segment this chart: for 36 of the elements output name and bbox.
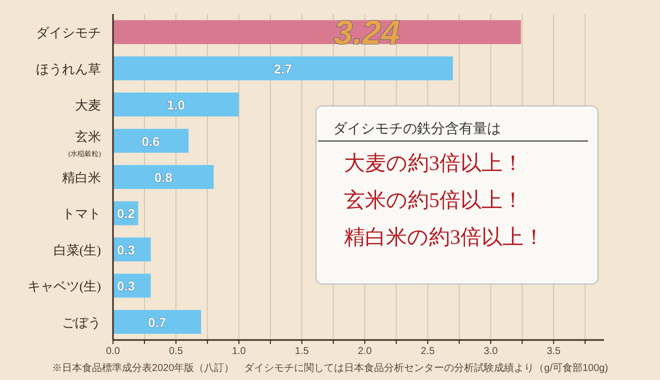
x-tick-label: 1.0 <box>232 346 246 357</box>
data-label: 1.0 <box>166 98 185 113</box>
bar <box>113 56 453 80</box>
y-tick-label: キャベツ(生) <box>27 278 101 294</box>
x-tick-label: 0.0 <box>106 346 120 357</box>
x-tick-label: 2.5 <box>420 346 436 357</box>
y-tick-label: 大麦 <box>75 98 101 113</box>
data-label: 0.3 <box>116 242 136 258</box>
data-label: 2.7 <box>274 61 292 76</box>
data-label: 3.24 <box>334 14 400 52</box>
annotation: 精白米の約3倍以上！ <box>344 225 544 249</box>
bar <box>113 92 239 117</box>
text: ※日本食品標準成分表2020年版（八訂） ダイシモチに関しては日本食品分析センターの分析試験成績より（g/可食部100g) <box>52 362 608 374</box>
x-tick-label: 3.5 <box>546 346 562 357</box>
bar <box>113 128 189 153</box>
data-label: 0.7 <box>148 314 166 330</box>
annotation: 玄米の約5倍以上！ <box>344 188 524 212</box>
y-tick-label: ダイシモチ <box>36 25 101 40</box>
y-tick-label: トマト <box>62 206 101 222</box>
x-tick-label: 3.0 <box>484 346 498 357</box>
y-tick-label: ほうれん草 <box>36 61 101 76</box>
data-label: 0.3 <box>116 278 136 294</box>
y-tick-label: ごぼう <box>62 314 101 330</box>
bar <box>113 310 202 334</box>
y-tick-label: 白菜(生) <box>53 242 101 258</box>
x-tick-label: 2.0 <box>358 346 372 357</box>
bar <box>113 165 214 189</box>
x-tick-label: 1.5 <box>294 346 310 357</box>
data-label: 0.2 <box>116 206 136 222</box>
data-label: 0.6 <box>142 134 160 149</box>
annotation: ダイシモチの鉄分含有量は <box>333 121 501 137</box>
annotation: 大麦の約3倍以上！ <box>344 151 524 175</box>
y-tick-label: 精白米 <box>62 170 101 185</box>
data-label: 0.8 <box>154 170 172 185</box>
bar <box>113 20 521 44</box>
x-tick-label: 0.5 <box>168 346 184 357</box>
